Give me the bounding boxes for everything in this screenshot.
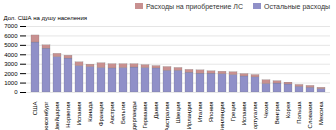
svg-text:Чехия: Чехия: [263, 102, 269, 119]
svg-text:Корея: Корея: [285, 102, 291, 119]
svg-text:Словакия: Словакия: [307, 102, 313, 129]
svg-text:Греция: Греция: [230, 102, 236, 122]
svg-text:Мексика: Мексика: [318, 101, 324, 125]
svg-text:Швеция: Швеция: [175, 102, 181, 124]
svg-text:Дол. США на душу населения: Дол. США на душу населения: [4, 15, 88, 21]
svg-text:Дания: Дания: [153, 102, 159, 119]
html-text:Расходы на приобретение ЛС: Расходы на приобретение ЛС: [145, 2, 243, 10]
svg-text:Польша: Польша: [296, 101, 302, 124]
svg-text:4000: 4000: [4, 52, 18, 58]
svg-text:Финляндия: Финляндия: [219, 102, 225, 130]
svg-text:3000: 3000: [4, 61, 18, 67]
svg-text:Япония: Япония: [208, 102, 214, 123]
svg-text:5000: 5000: [4, 42, 18, 48]
html-text:Остальные расходы: Остальные расходы: [264, 2, 330, 10]
svg-text:Ирландия: Ирландия: [186, 102, 192, 130]
svg-text:Испания: Испания: [241, 102, 247, 126]
svg-text:Нидерланды: Нидерланды: [131, 102, 137, 130]
svg-text:2000: 2000: [4, 71, 18, 77]
svg-text:Франция: Франция: [98, 102, 104, 127]
svg-text:6000: 6000: [4, 33, 18, 39]
svg-text:Испания: Испания: [76, 102, 82, 126]
svg-text:Австралия: Австралия: [164, 102, 170, 130]
svg-text:Бельгия: Бельгия: [120, 102, 126, 125]
svg-text:Венгрия: Венгрия: [274, 102, 280, 125]
svg-text:Германия: Германия: [142, 102, 148, 129]
svg-text:США: США: [32, 102, 38, 116]
svg-text:Португалия: Португалия: [252, 102, 258, 130]
svg-text:1000: 1000: [4, 80, 18, 86]
svg-text:Норвегия: Норвегия: [65, 102, 71, 128]
svg-text:7000: 7000: [4, 23, 18, 29]
svg-text:Италия: Италия: [197, 102, 203, 122]
svg-text:Люксенбург: Люксенбург: [43, 101, 49, 130]
svg-text:Австрия: Австрия: [109, 102, 115, 125]
svg-text:0: 0: [14, 89, 18, 95]
svg-text:Канада: Канада: [87, 101, 93, 122]
svg-text:Швейцария: Швейцария: [54, 102, 60, 130]
